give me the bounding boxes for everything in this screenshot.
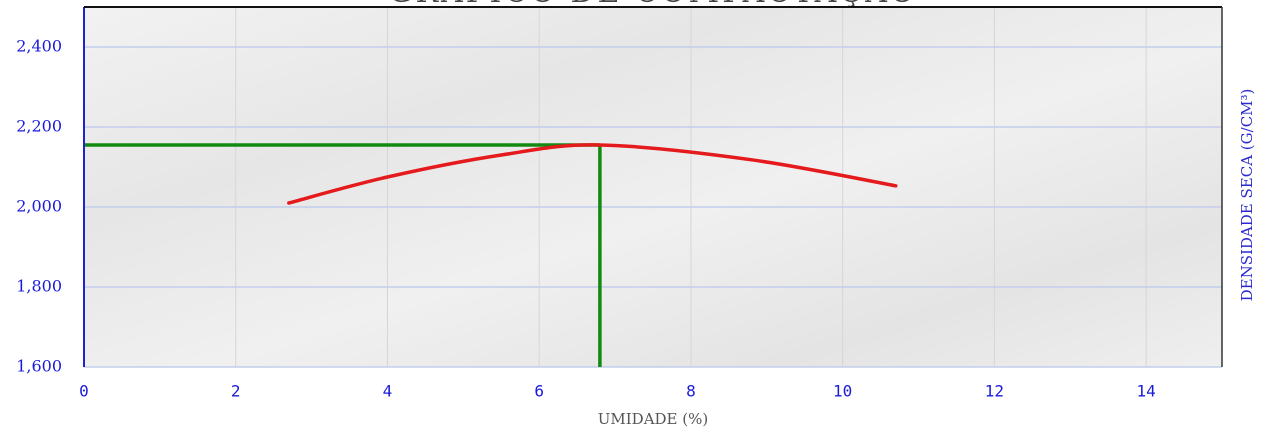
x-tick-label: 6: [534, 382, 544, 401]
x-tick-label: 12: [985, 382, 1004, 401]
y-tick-label: 2,000: [16, 197, 62, 216]
plot-background: [84, 7, 1222, 367]
x-tick-label: 0: [79, 382, 89, 401]
marks: [84, 143, 898, 367]
y-tick-label: 1,800: [16, 277, 62, 296]
x-tick-label: 8: [686, 382, 696, 401]
y-axis-label: DENSIDADE SECA (G/CM³): [1238, 89, 1256, 302]
x-tick-label: 14: [1137, 382, 1156, 401]
x-axis-label: UMIDADE (%): [598, 410, 709, 428]
grid: [83, 7, 1222, 368]
x-tick-label: 2: [231, 382, 241, 401]
x-tick-label: 10: [833, 382, 852, 401]
y-tick-label: 2,200: [16, 117, 62, 136]
x-tick-label: 4: [383, 382, 393, 401]
chart-title: GRÁFICO DE COMPACTAÇÃO: [388, 0, 917, 10]
y-tick-label: 2,400: [16, 37, 62, 56]
line-series: [287, 143, 898, 205]
y-tick-label: 1,600: [16, 357, 62, 376]
